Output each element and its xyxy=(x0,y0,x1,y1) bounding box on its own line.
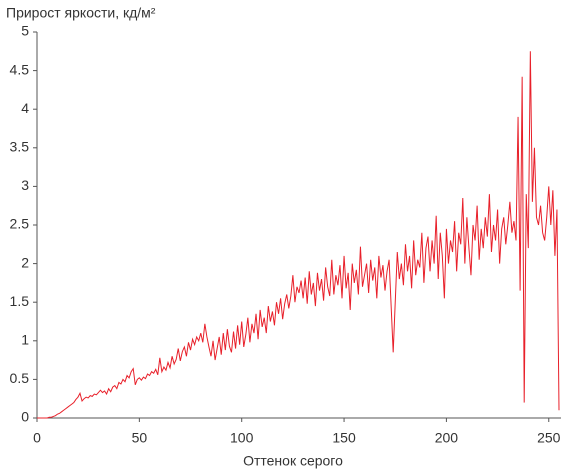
y-tick-label: 3 xyxy=(21,177,29,193)
chart-title: Прирост яркости, кд/м² xyxy=(6,5,156,21)
y-tick-label: 1 xyxy=(21,332,29,348)
y-tick-label: 0 xyxy=(21,409,29,425)
x-tick-label: 0 xyxy=(33,430,41,446)
y-tick-label: 4 xyxy=(21,100,29,116)
y-tick-label: 1.5 xyxy=(10,293,30,309)
y-tick-label: 2.5 xyxy=(10,216,30,232)
x-tick-label: 250 xyxy=(537,430,561,446)
data-line xyxy=(37,51,560,419)
x-tick-label: 150 xyxy=(332,430,356,446)
y-tick-label: 0.5 xyxy=(10,370,30,386)
y-tick-label: 3.5 xyxy=(10,139,30,155)
x-axis-label: Оттенок серого xyxy=(243,453,343,469)
y-tick-label: 5 xyxy=(21,23,29,39)
x-tick-label: 100 xyxy=(230,430,254,446)
x-tick-label: 50 xyxy=(132,430,148,446)
y-tick-label: 2 xyxy=(21,254,29,270)
y-tick-label: 4.5 xyxy=(10,61,30,77)
x-tick-label: 200 xyxy=(435,430,459,446)
